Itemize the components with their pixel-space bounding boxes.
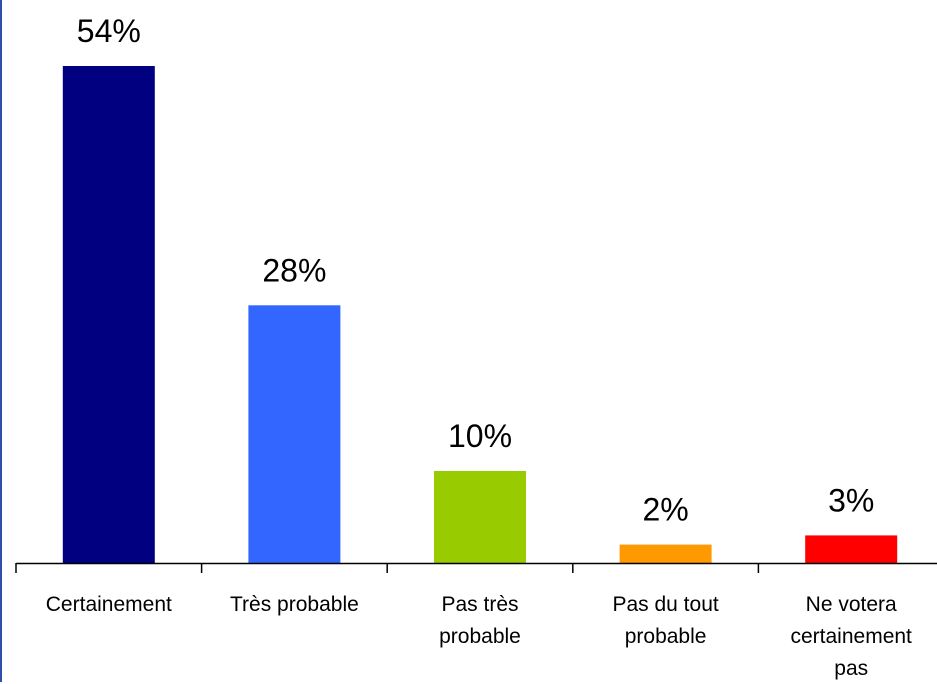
bar-1 [62, 66, 155, 563]
x-axis [15, 562, 937, 573]
category-label-4: Pas du tout probable [612, 593, 718, 648]
value-label-3: 10% [448, 418, 512, 454]
category-label-1: Certainement [46, 593, 172, 616]
bar-5 [805, 535, 898, 563]
category-label-3: Pas très probable [439, 593, 521, 648]
category-labels-layer: Certainement Très probable Pas très probabl… [46, 593, 912, 680]
value-label-2: 28% [262, 252, 326, 288]
value-label-1: 54% [77, 13, 141, 49]
value-labels-layer: 54% 28% 10% 2% 3% [77, 13, 875, 528]
category-label-5: Ne votera certainement pas [790, 593, 912, 680]
bars-layer [62, 66, 898, 563]
bar-2 [248, 305, 341, 563]
bar-3 [434, 471, 526, 563]
category-label-2: Très probable [230, 593, 359, 616]
value-label-4: 2% [642, 492, 688, 528]
bar-4 [619, 544, 712, 563]
value-label-5: 3% [828, 482, 874, 518]
